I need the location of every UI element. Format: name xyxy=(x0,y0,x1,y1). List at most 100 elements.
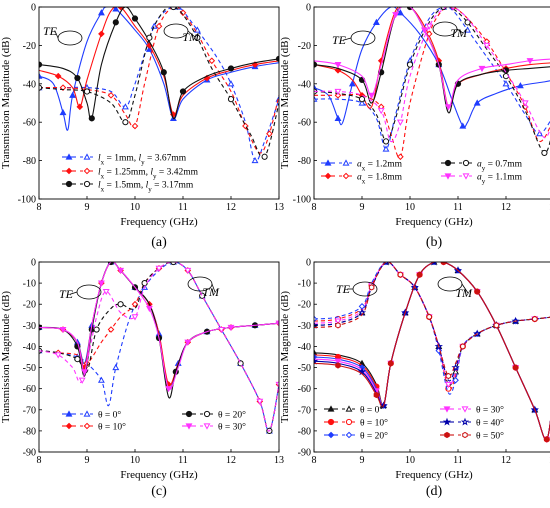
legend-label: lx = 1.5mm, ly = 3.17mm xyxy=(98,181,194,194)
y-tick-label: -40 xyxy=(23,342,36,353)
data-point-tm-4 xyxy=(217,326,225,334)
data-point-tm-3 xyxy=(358,303,366,310)
series-line-tm-4 xyxy=(314,7,550,143)
data-point-te-1 xyxy=(348,80,356,87)
annotation-tm: TM xyxy=(202,285,220,299)
data-point-te-6 xyxy=(474,288,480,295)
data-point-tm-1 xyxy=(536,130,544,137)
y-tick-label: -20 xyxy=(23,300,36,311)
panel-caption: (b) xyxy=(426,235,443,250)
data-point-tm-3 xyxy=(93,326,100,333)
data-point-te-3 xyxy=(112,19,119,26)
data-point-te-5 xyxy=(357,367,367,376)
legend-label: θ = 20° xyxy=(360,431,388,442)
x-axis-label: Frequency (GHz) xyxy=(395,216,473,228)
y-tick-label: -90 xyxy=(298,448,311,459)
data-point-tm-5 xyxy=(357,308,367,317)
data-point-te-3 xyxy=(314,353,318,361)
data-point-tm-3 xyxy=(74,356,81,363)
data-point-te-1 xyxy=(473,99,481,106)
data-point-te-4 xyxy=(117,267,125,275)
annotation-arrow xyxy=(461,283,469,294)
data-point-te-6 xyxy=(544,436,550,443)
data-point-tm-6 xyxy=(397,271,404,278)
plot-area xyxy=(39,7,279,164)
data-point-tm-3 xyxy=(358,96,366,103)
x-tick-label: 11 xyxy=(178,202,188,213)
series-line-tm-2 xyxy=(314,7,550,159)
data-point-te-2 xyxy=(54,72,62,80)
legend-marker-tm xyxy=(461,406,469,413)
y-tick-label: -90 xyxy=(23,448,36,459)
legend-label: ay = 0.7mm xyxy=(477,160,523,173)
x-tick-label: 13 xyxy=(274,455,284,466)
data-point-tm-4 xyxy=(155,265,163,272)
data-point-tm-3 xyxy=(141,280,148,287)
x-tick-label: 10 xyxy=(130,455,140,466)
data-point-tm-4 xyxy=(256,398,264,405)
legend-marker-te xyxy=(327,418,335,426)
plot-frame xyxy=(38,6,280,200)
y-tick-label: -80 xyxy=(23,156,36,167)
data-point-te-1 xyxy=(112,7,120,12)
x-tick-label: 8 xyxy=(312,455,317,466)
legend-label: ay = 1.1mm xyxy=(477,173,523,186)
x-tick-label: 9 xyxy=(85,455,90,466)
legend-marker-te xyxy=(327,431,335,439)
data-point-tm-4 xyxy=(334,88,342,96)
data-point-te-4 xyxy=(420,27,428,34)
data-point-tm-4 xyxy=(54,352,62,359)
legend-marker-tm xyxy=(83,410,91,417)
data-point-tm-4 xyxy=(184,267,192,275)
annotation-arrow xyxy=(70,291,78,295)
legend-label: θ = 20° xyxy=(218,410,246,421)
legend-marker-tm xyxy=(83,167,91,175)
annotation-tm: TM xyxy=(182,30,200,44)
y-tick-label: -100 xyxy=(293,195,311,206)
y-tick-label: -100 xyxy=(18,195,36,206)
y-tick-label: -40 xyxy=(298,342,311,353)
data-point-te-4 xyxy=(444,104,452,111)
data-point-tm-3 xyxy=(194,34,201,41)
series-line-te-2 xyxy=(39,7,279,116)
legend-marker-te xyxy=(65,167,73,175)
y-tick-label: 0 xyxy=(31,3,36,14)
data-point-tm-4 xyxy=(78,377,86,384)
legend-marker-te xyxy=(327,405,335,412)
data-point-tm-6 xyxy=(493,322,500,329)
data-point-te-3 xyxy=(160,69,167,76)
data-point-tm-5 xyxy=(451,363,460,372)
x-tick-label: 9 xyxy=(85,202,90,213)
data-point-tm-4 xyxy=(334,318,342,325)
data-point-tm-6 xyxy=(335,322,341,329)
x-tick-label: 10 xyxy=(405,202,415,213)
x-tick-label: 10 xyxy=(130,202,140,213)
data-point-te-1 xyxy=(334,114,342,121)
data-point-te-6 xyxy=(440,262,447,266)
legend-marker-te xyxy=(444,173,452,180)
data-point-te-1 xyxy=(516,82,524,89)
y-tick-label: -20 xyxy=(23,41,36,52)
legend-label: θ = 50° xyxy=(476,431,504,442)
data-point-te-6 xyxy=(512,364,519,371)
data-point-tm-2 xyxy=(334,92,342,99)
annotation-ellipse xyxy=(76,284,102,300)
panel-caption: (c) xyxy=(151,484,167,499)
data-point-te-3 xyxy=(131,15,139,22)
data-point-te-1 xyxy=(39,72,43,79)
data-point-tm-1 xyxy=(97,376,105,383)
data-point-tm-3 xyxy=(122,119,129,126)
data-point-tm-4 xyxy=(396,119,404,126)
legend-marker-te xyxy=(65,410,73,417)
y-tick-label: -30 xyxy=(23,321,36,332)
data-point-tm-2 xyxy=(131,300,139,308)
legend-marker-tm xyxy=(83,153,91,160)
y-axis-label: Transmission Magnitude (dB) xyxy=(0,291,12,424)
y-tick-label: -10 xyxy=(298,279,311,290)
data-point-tm-6 xyxy=(426,313,432,321)
data-point-te-3 xyxy=(502,67,510,74)
data-point-tm-2 xyxy=(107,326,115,333)
y-tick-label: -80 xyxy=(298,426,311,437)
series-line-tm-1 xyxy=(39,7,279,162)
